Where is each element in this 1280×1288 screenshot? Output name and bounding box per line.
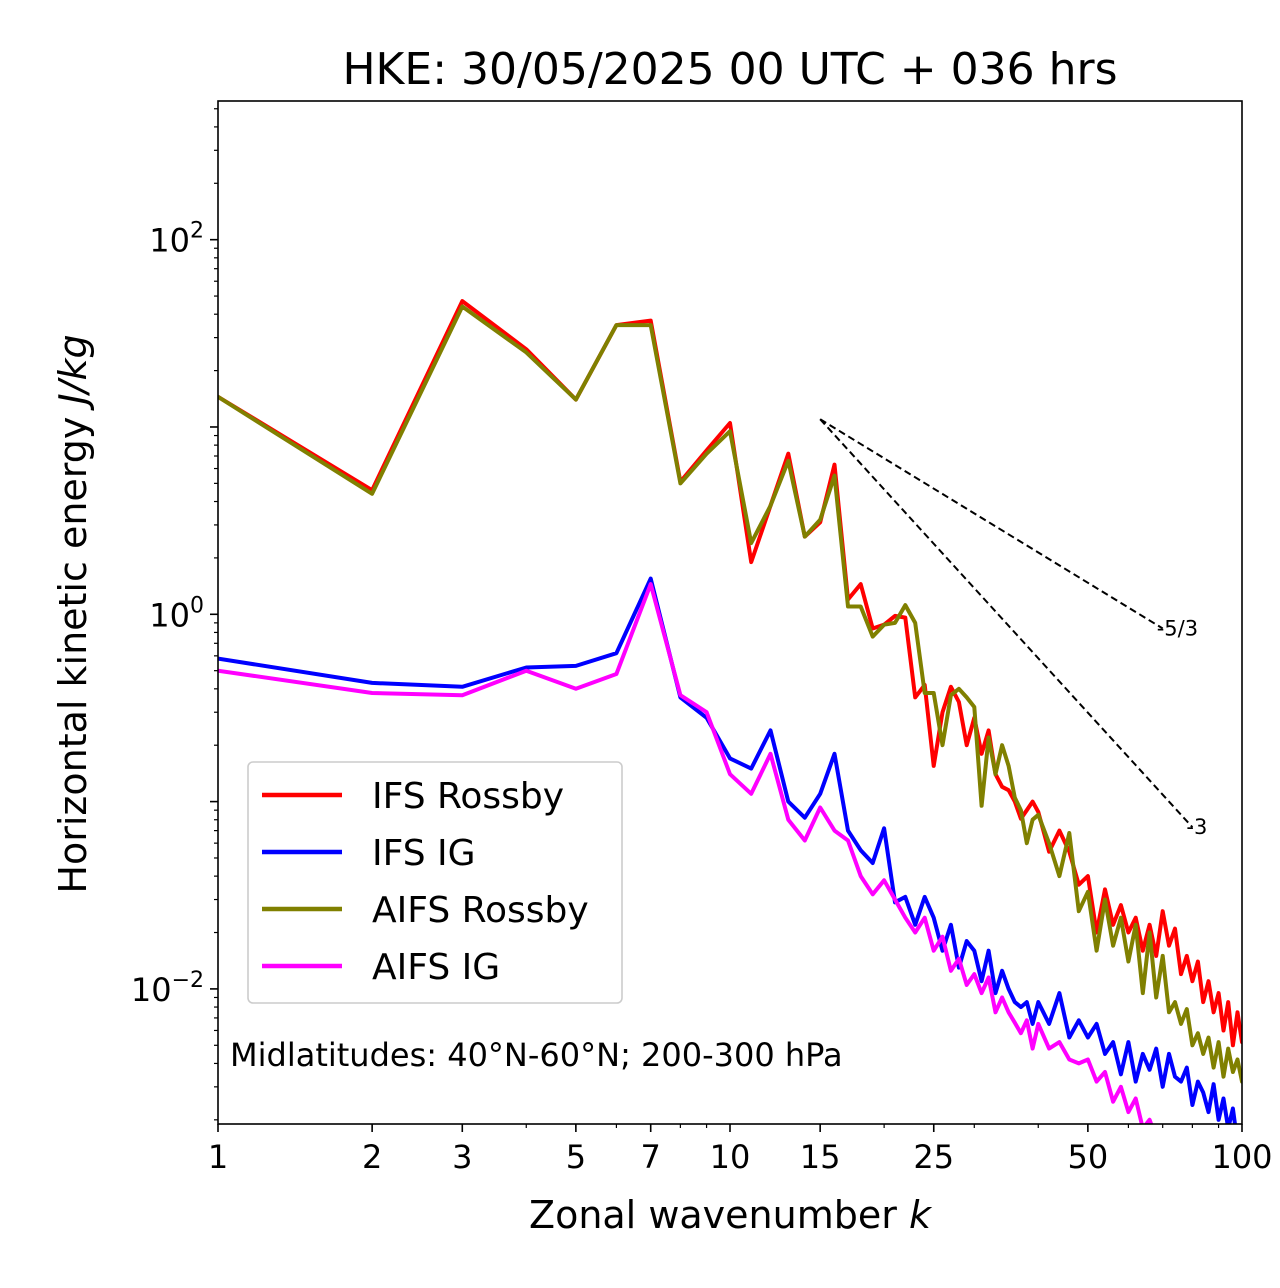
region-annotation: Midlatitudes: 40°N-60°N; 200-300 hPa	[230, 1036, 843, 1074]
x-tick-label: 7	[641, 1138, 661, 1176]
legend-label-ifs-ig: IFS IG	[372, 833, 476, 874]
x-tick-label: 50	[1068, 1138, 1109, 1176]
x-tick-label: 25	[913, 1138, 954, 1176]
series-line-ifs-ig	[218, 576, 1237, 1124]
x-axis-label-text: Zonal wavenumber	[529, 1193, 897, 1237]
slope-label-5-3: -5/3	[1157, 616, 1198, 640]
y-axis-label-text: Horizontal kinetic energy	[51, 417, 95, 894]
series-line-aifs-rossby	[218, 304, 1242, 1084]
x-tick-label: 5	[566, 1138, 586, 1176]
series-line-aifs-ig	[218, 582, 1154, 1124]
legend-label-aifs-ig: AIFS IG	[372, 947, 500, 988]
x-axis-label: Zonal wavenumber k	[529, 1193, 933, 1237]
x-tick-label: 15	[800, 1138, 841, 1176]
legend-frame	[247, 761, 623, 1004]
y-tick-label: 100	[149, 593, 204, 634]
x-tick-label: 2	[362, 1138, 382, 1176]
x-tick-label: 1	[208, 1138, 228, 1176]
slope-label-3: -3	[1186, 815, 1207, 839]
x-axis-label-variable: k	[909, 1193, 933, 1237]
y-axis-label: Horizontal kinetic energy J/kg	[51, 334, 95, 893]
legend: IFS Rossby IFS IG AIFS Rossby AIFS IG	[247, 761, 623, 1004]
x-tick-label: 100	[1211, 1138, 1272, 1176]
y-tick-label: 102	[149, 219, 204, 260]
x-tick-label: 3	[452, 1138, 472, 1176]
slope-line-3	[819, 418, 1194, 828]
legend-label-aifs-rossby: AIFS Rossby	[372, 890, 589, 931]
x-tick-label: 10	[710, 1138, 751, 1176]
reference-slopes: -5/3 -3	[819, 418, 1207, 839]
axis-ticks: 1 2 3 5 7 10 15 25 50 100 102 100 10−2	[131, 108, 1273, 1176]
slope-line-5-3	[819, 418, 1164, 630]
y-axis-label-unit: J/kg	[51, 334, 95, 411]
y-tick-label: 10−2	[131, 968, 204, 1009]
legend-label-ifs-rossby: IFS Rossby	[372, 776, 564, 817]
series-layer	[218, 299, 1242, 1124]
chart-title: HKE: 30/05/2025 00 UTC + 036 hrs	[342, 44, 1117, 95]
